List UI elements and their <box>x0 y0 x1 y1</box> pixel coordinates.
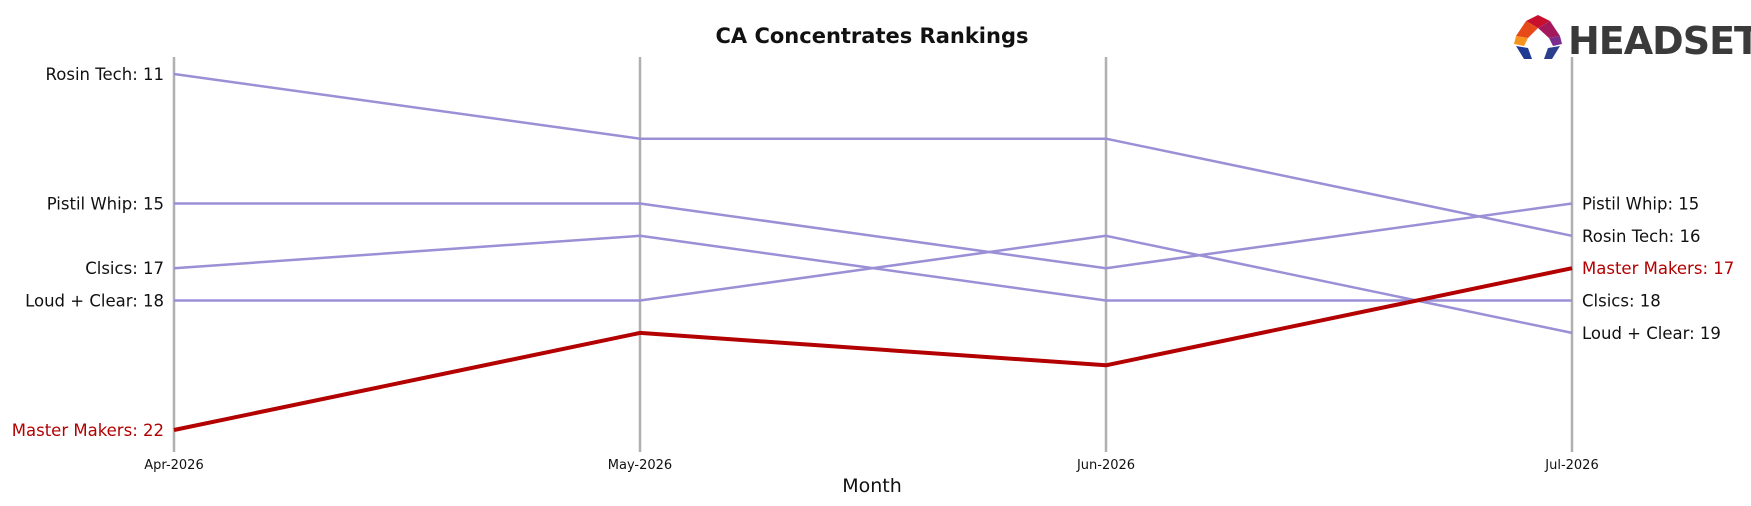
start-label-loud-clear: Loud + Clear: 18 <box>25 292 164 311</box>
series-lines <box>173 72 1573 432</box>
series-line-master-makers <box>173 266 1573 432</box>
headset-logo: HEADSET <box>1514 15 1751 63</box>
x-tick-label: Jul-2026 <box>1544 458 1598 473</box>
headset-logo-text: HEADSET <box>1568 19 1751 63</box>
end-label-master-makers: Master Makers: 17 <box>1582 259 1734 278</box>
chart-title: CA Concentrates Rankings <box>715 24 1028 48</box>
series-line-rosin-tech <box>173 72 1573 238</box>
series-line-loud-clear <box>174 234 1573 335</box>
start-label-pistil-whip: Pistil Whip: 15 <box>47 194 164 213</box>
start-label-master-makers: Master Makers: 22 <box>12 421 164 440</box>
end-label-clsics: Clsics: 18 <box>1582 292 1661 311</box>
x-tick-label: May-2026 <box>608 458 672 473</box>
x-axis-ticks: Apr-2026 May-2026 Jun-2026 Jul-2026 <box>144 458 1598 473</box>
series-line-pistil-whip <box>174 202 1573 270</box>
headset-hexagon-logo-icon <box>1514 15 1562 59</box>
end-label-rosin-tech: Rosin Tech: 16 <box>1582 227 1700 246</box>
end-label-loud-clear: Loud + Clear: 19 <box>1582 324 1721 343</box>
x-tick-label: Jun-2026 <box>1076 458 1135 473</box>
start-label-clsics: Clsics: 17 <box>85 259 164 278</box>
series-labels: Rosin Tech: 11 Rosin Tech: 16 Pistil Whip:… <box>12 65 1735 440</box>
start-label-rosin-tech: Rosin Tech: 11 <box>46 65 164 84</box>
x-tick-label: Apr-2026 <box>144 458 203 473</box>
x-axis-label: Month <box>842 475 902 497</box>
month-gridlines <box>172 57 1574 452</box>
end-label-pistil-whip: Pistil Whip: 15 <box>1582 194 1699 213</box>
